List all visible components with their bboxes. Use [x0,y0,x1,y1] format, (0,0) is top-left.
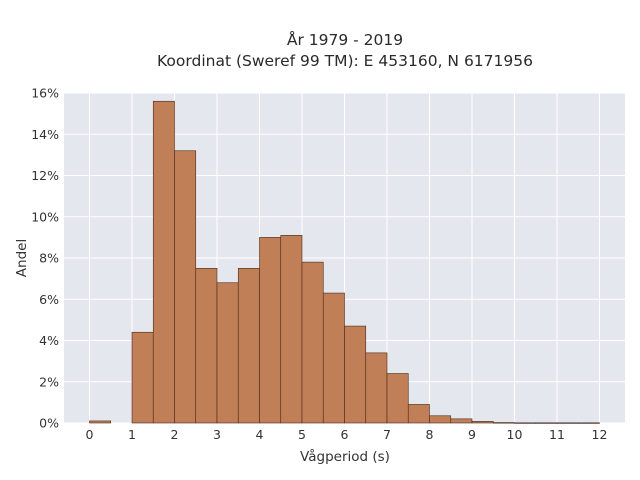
y-tick-label: 10% [31,209,59,224]
x-tick-label: 6 [341,427,349,442]
histogram-bar [429,415,452,424]
histogram-bar [89,420,112,424]
histogram-bar [237,268,260,424]
y-axis-ticks: 0% 2% 4% 6% 8% 10% 12% 14% 16% [31,86,59,431]
x-tick-label: 11 [549,427,565,442]
histogram-bar [535,422,558,424]
x-tick-label: 7 [383,427,391,442]
y-tick-label: 8% [39,251,59,266]
x-tick-label: 3 [213,427,221,442]
y-tick-label: 14% [31,127,59,142]
histogram-bar [344,325,367,424]
histogram-bar [407,404,430,424]
histogram-bar [322,292,345,424]
y-tick-label: 16% [31,86,59,101]
histogram-bar [195,268,218,424]
x-axis-ticks: 0 1 2 3 4 5 6 7 8 9 10 11 12 [86,427,608,442]
histogram-bar [280,235,303,424]
x-tick-label: 4 [256,427,264,442]
histogram-bar [301,261,324,424]
histogram-bar [492,422,515,424]
chart-title-line-2: Koordinat (Sweref 99 TM): E 453160, N 61… [157,52,533,70]
x-tick-label: 5 [298,427,306,442]
y-axis-label: Andel [14,239,30,277]
y-tick-label: 2% [39,374,59,389]
x-tick-label: 10 [507,427,523,442]
histogram-bars [89,100,600,424]
x-tick-label: 2 [171,427,179,442]
x-tick-label: 9 [468,427,476,442]
histogram-bar [152,100,175,424]
y-tick-label: 12% [31,168,59,183]
histogram-bar [450,418,473,424]
histogram-bar [216,282,239,424]
chart-title-line-1: År 1979 - 2019 [287,30,403,49]
histogram-bar [556,422,579,424]
histogram-bar [365,352,388,424]
x-axis-label: Vågperiod (s) [300,448,390,465]
histogram-bar [577,422,600,424]
x-tick-label: 12 [592,427,608,442]
x-tick-label: 1 [128,427,136,442]
y-tick-label: 4% [39,333,59,348]
y-tick-label: 6% [39,292,59,307]
histogram-bar [259,237,282,424]
histogram-bar [131,331,154,424]
histogram-bar [471,421,494,424]
x-tick-label: 0 [86,427,94,442]
histogram-bar [174,150,197,424]
histogram-bar [386,373,409,424]
x-tick-label: 8 [426,427,434,442]
y-tick-label: 0% [39,416,59,431]
histogram-bar [514,422,537,424]
